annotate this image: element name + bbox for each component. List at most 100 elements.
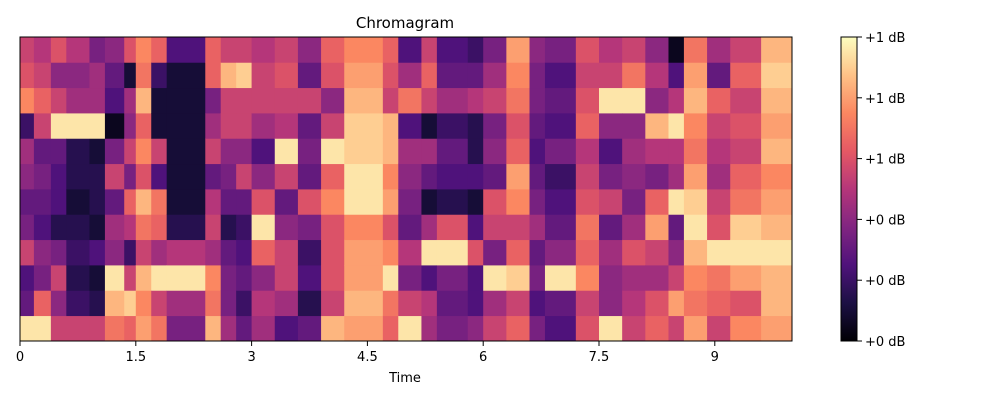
heatmap-cell — [66, 290, 90, 317]
heatmap-cell — [50, 62, 67, 89]
heatmap-cell — [761, 214, 793, 241]
heatmap-cell — [730, 290, 762, 317]
heatmap-cell — [33, 189, 52, 215]
heatmap-cell — [506, 37, 530, 63]
heatmap-cell — [544, 62, 577, 89]
heatmap-cell — [382, 239, 399, 266]
heatmap-cell — [467, 113, 484, 139]
heatmap-cell — [575, 290, 600, 317]
heatmap-cell — [707, 37, 731, 63]
heatmap-cell — [730, 239, 762, 266]
heatmap-cell — [321, 265, 345, 291]
heatmap-cell — [124, 315, 137, 342]
heatmap-cell — [166, 189, 206, 215]
heatmap-cell — [66, 138, 90, 165]
heatmap-cell — [761, 239, 793, 266]
heatmap-cell — [135, 290, 152, 317]
heatmap-cell — [529, 62, 546, 89]
heatmap-cell — [575, 214, 600, 241]
heatmap-cell — [668, 189, 685, 215]
heatmap-cell — [436, 37, 469, 63]
heatmap-cell — [104, 113, 125, 139]
heatmap-cell — [599, 62, 623, 89]
heatmap-cell — [274, 163, 299, 190]
colorbar-axis: +0 dB +0 dB +0 dB +1 dB +1 dB +1 dB — [857, 31, 905, 350]
heatmap-cell — [622, 214, 646, 241]
heatmap-cell — [483, 87, 507, 114]
heatmap-cell — [274, 113, 299, 139]
heatmap-cell — [321, 37, 345, 63]
heatmap-cell — [166, 62, 206, 89]
heatmap-cell — [124, 87, 137, 114]
heatmap-cell — [89, 163, 106, 190]
heatmap-cell — [321, 113, 345, 139]
heatmap-cell — [33, 239, 52, 266]
heatmap-cell — [220, 113, 237, 139]
heatmap-cell — [398, 214, 422, 241]
heatmap-cell — [274, 37, 299, 63]
heatmap-cell — [645, 138, 669, 165]
heatmap-cell — [506, 62, 530, 89]
colorbar-tick-label: +0 dB — [865, 274, 905, 289]
heatmap-cell — [622, 62, 646, 89]
heatmap-cell — [421, 265, 438, 291]
heatmap-cell — [483, 138, 507, 165]
heatmap-cell — [236, 138, 252, 165]
heatmap-cell — [344, 163, 384, 190]
heatmap-cell — [529, 315, 546, 342]
heatmap-cell — [683, 87, 708, 114]
heatmap-cell — [398, 113, 422, 139]
heatmap-cell — [761, 37, 793, 63]
heatmap-cell — [421, 87, 438, 114]
heatmap-cell — [398, 163, 422, 190]
heatmap-cell — [575, 138, 600, 165]
x-tick-label: 3 — [247, 350, 255, 365]
heatmap-cell — [33, 315, 52, 342]
heatmap-cell — [575, 239, 600, 266]
heatmap-cell — [20, 138, 35, 165]
heatmap-cell — [89, 290, 106, 317]
heatmap-cell — [251, 214, 276, 241]
heatmap-cell — [483, 290, 507, 317]
heatmap-cell — [50, 138, 67, 165]
heatmap-cell — [166, 138, 206, 165]
heatmap-cell — [436, 214, 469, 241]
heatmap-cell — [668, 113, 685, 139]
heatmap-cell — [398, 315, 422, 342]
heatmap-cell — [622, 290, 646, 317]
heatmap-cell — [622, 163, 646, 190]
heatmap-cell — [707, 62, 731, 89]
heatmap-cell — [33, 290, 52, 317]
heatmap-cell — [50, 315, 67, 342]
heatmap-cell — [124, 189, 137, 215]
heatmap-cell — [297, 315, 322, 342]
heatmap-cell — [104, 87, 125, 114]
heatmap-cell — [205, 315, 222, 342]
heatmap-cell — [251, 37, 276, 63]
heatmap-cell — [467, 315, 484, 342]
heatmap-cell — [297, 113, 322, 139]
heatmap-cell — [321, 189, 345, 215]
heatmap-cell — [622, 87, 646, 114]
heatmap-cell — [124, 113, 137, 139]
heatmap-cell — [344, 265, 384, 291]
heatmap-cell — [66, 189, 90, 215]
heatmap-cell — [436, 239, 469, 266]
heatmap-cell — [220, 290, 237, 317]
heatmap-cell — [575, 315, 600, 342]
heatmap-cell — [321, 163, 345, 190]
heatmap-cell — [382, 113, 399, 139]
heatmap-cell — [135, 189, 152, 215]
heatmap-cell — [683, 239, 708, 266]
heatmap-cell — [436, 189, 469, 215]
heatmap-cell — [599, 113, 623, 139]
heatmap-cell — [761, 138, 793, 165]
heatmap-cell — [50, 214, 67, 241]
heatmap-cell — [622, 37, 646, 63]
heatmap-cell — [89, 214, 106, 241]
heatmap-cell — [506, 163, 530, 190]
colorbar-tick-label: +1 dB — [865, 92, 905, 107]
heatmap-cell — [599, 163, 623, 190]
x-tick-label: 1.5 — [125, 350, 146, 365]
heatmap-cell — [344, 87, 384, 114]
